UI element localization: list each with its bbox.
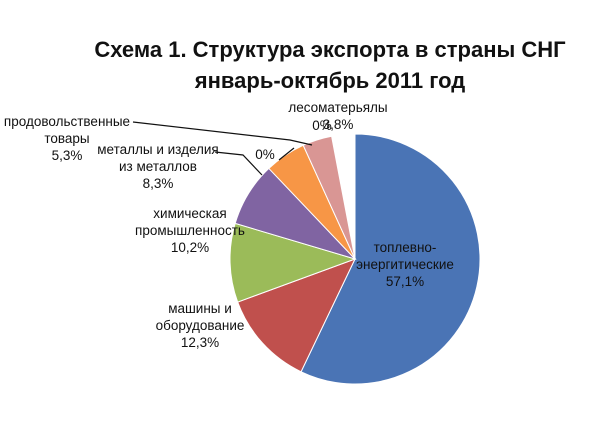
- label-metals: металлы и изделия из металлов 8,3%: [97, 142, 218, 191]
- chart-title: Схема 1. Структура экспорта в страны СНГ: [94, 37, 566, 62]
- label-chemical: химическая промышленность 10,2%: [135, 206, 245, 255]
- label-zero-1: 0%: [255, 147, 275, 162]
- label-zero-2: 0%: [312, 118, 332, 133]
- slice-labels: топлевно-энергитические 57,1% машины и обор…: [4, 100, 454, 350]
- pie-slice-3: [229, 222, 357, 303]
- label-fuel: топлевно-энергитические 57,1%: [356, 240, 454, 289]
- label-machinery: машины и оборудование 12,3%: [156, 301, 245, 350]
- chart-subtitle: январь-октябрь 2011 год: [194, 68, 465, 93]
- pie-slice-1: [300, 133, 481, 385]
- label-timber: лесоматерьялы 3,8%: [288, 100, 387, 132]
- leader-lines: [132, 121, 313, 176]
- leader-line-3: [132, 121, 313, 146]
- leader-line-2: [278, 147, 295, 161]
- pie-slice-2: [237, 258, 356, 373]
- leader-line-1: [214, 151, 263, 176]
- pie-slices: [229, 133, 481, 385]
- pie-slice-8: [302, 135, 356, 260]
- label-food: продовольственные товары 5,3%: [4, 114, 130, 163]
